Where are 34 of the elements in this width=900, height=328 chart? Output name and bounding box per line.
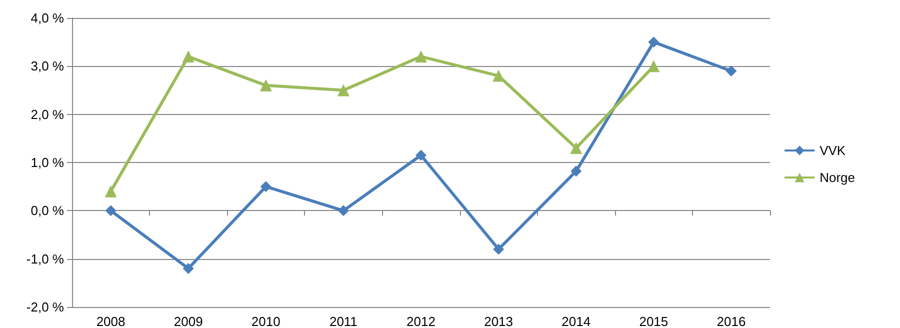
y-tick-label: 0,0 % bbox=[30, 203, 64, 218]
x-tick-label: 2013 bbox=[484, 314, 514, 328]
x-tick-label: 2009 bbox=[174, 314, 203, 328]
point bbox=[570, 166, 582, 177]
y-tick-label: -1,0 % bbox=[26, 251, 64, 266]
point bbox=[182, 50, 194, 63]
point bbox=[182, 262, 194, 274]
x-tick-label: 2015 bbox=[639, 314, 668, 328]
point bbox=[415, 50, 427, 63]
y-tick-label: -2,0 % bbox=[26, 300, 64, 314]
x-tick-label: 2014 bbox=[562, 314, 591, 328]
x-tick-label: 2010 bbox=[251, 314, 280, 328]
y-tick-label: 2,0 % bbox=[30, 106, 64, 122]
point bbox=[105, 205, 116, 216]
x-tick-label: 2012 bbox=[406, 314, 436, 328]
point bbox=[648, 36, 660, 48]
point bbox=[338, 205, 349, 216]
y-tick-label: 4,0 % bbox=[30, 10, 64, 26]
y-tick-label: 1,0 % bbox=[30, 155, 64, 170]
point bbox=[260, 181, 272, 192]
y-tick-label: 3,0 % bbox=[30, 58, 64, 74]
point bbox=[337, 84, 350, 96]
legend-label: Norge bbox=[820, 170, 856, 185]
x-tick-label: 2011 bbox=[329, 314, 358, 328]
point bbox=[104, 185, 117, 198]
point bbox=[648, 60, 660, 72]
point bbox=[260, 79, 272, 92]
point bbox=[570, 142, 582, 154]
legend-label: VVK bbox=[820, 143, 846, 158]
x-tick-label: 2016 bbox=[716, 314, 746, 328]
x-tick-label: 2008 bbox=[96, 314, 126, 328]
point bbox=[416, 150, 426, 161]
point bbox=[726, 65, 737, 76]
point bbox=[493, 244, 504, 255]
